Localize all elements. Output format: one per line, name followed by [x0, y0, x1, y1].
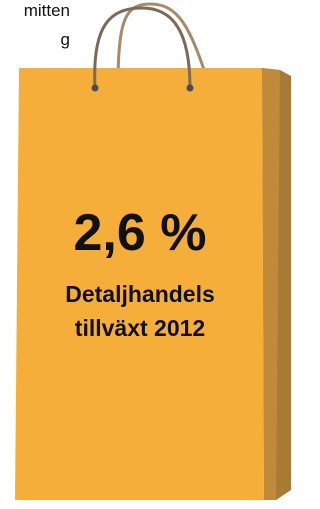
- label-line: tillväxt 2012: [75, 315, 205, 341]
- headline: 2,6 %: [74, 204, 207, 262]
- handle-rivet: [92, 85, 99, 92]
- infographic: mitten g 2,6 % Detaljhandels tillväxt 20…: [0, 0, 291, 509]
- caption-line: mitten: [24, 1, 70, 20]
- page: mitten g 2,6 % Detaljhandels tillväxt 20…: [0, 0, 291, 509]
- label-line: Detaljhandels: [65, 281, 215, 307]
- caption-line: g: [61, 30, 70, 49]
- handle-rivet: [187, 85, 194, 92]
